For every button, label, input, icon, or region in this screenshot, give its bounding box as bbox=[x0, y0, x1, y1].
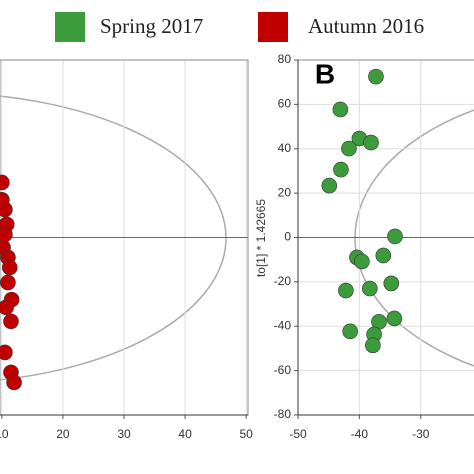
point bbox=[386, 310, 403, 327]
legend-label: Autumn 2016 bbox=[308, 14, 424, 38]
point bbox=[363, 134, 379, 151]
x-tick-label: -50 bbox=[289, 427, 307, 441]
point bbox=[0, 299, 14, 316]
x-tick-label: 40 bbox=[178, 427, 192, 441]
y-tick-label: 20 bbox=[278, 185, 292, 199]
point bbox=[387, 228, 403, 245]
point bbox=[362, 280, 378, 297]
y-tick-label: 40 bbox=[278, 141, 292, 155]
panel-label: B bbox=[315, 58, 335, 89]
point bbox=[342, 323, 358, 340]
y-axis-label: to[1] * 1.42665 bbox=[254, 199, 268, 277]
x-tick-label: 10 bbox=[0, 427, 9, 441]
point bbox=[332, 101, 349, 118]
point bbox=[0, 226, 13, 243]
point bbox=[365, 337, 381, 354]
point bbox=[0, 174, 10, 191]
point bbox=[383, 275, 400, 292]
legend-swatch bbox=[55, 12, 85, 42]
point bbox=[3, 313, 19, 330]
point bbox=[341, 140, 357, 157]
y-tick-label: 0 bbox=[284, 230, 291, 244]
y-tick-label: -20 bbox=[274, 274, 292, 288]
point bbox=[0, 344, 13, 361]
y-tick-label: -40 bbox=[274, 318, 292, 332]
point bbox=[1, 259, 18, 276]
x-tick-label: 20 bbox=[56, 427, 70, 441]
legend-label: Spring 2017 bbox=[100, 14, 203, 38]
point bbox=[338, 282, 354, 299]
x-tick-label: -40 bbox=[351, 427, 369, 441]
x-tick-label: 50 bbox=[239, 427, 253, 441]
point bbox=[321, 177, 338, 194]
legend-swatch bbox=[258, 12, 288, 42]
x-tick-label: 30 bbox=[117, 427, 131, 441]
point bbox=[6, 374, 22, 391]
x-tick-label: -30 bbox=[412, 427, 430, 441]
point bbox=[333, 161, 349, 178]
y-tick-label: -60 bbox=[274, 363, 292, 377]
point bbox=[0, 274, 16, 291]
y-tick-label: -80 bbox=[274, 407, 292, 421]
point bbox=[354, 253, 370, 270]
y-tick-label: 60 bbox=[278, 97, 292, 111]
y-tick-label: 80 bbox=[278, 52, 292, 66]
point bbox=[0, 191, 10, 208]
point bbox=[375, 247, 392, 264]
point bbox=[368, 68, 384, 85]
